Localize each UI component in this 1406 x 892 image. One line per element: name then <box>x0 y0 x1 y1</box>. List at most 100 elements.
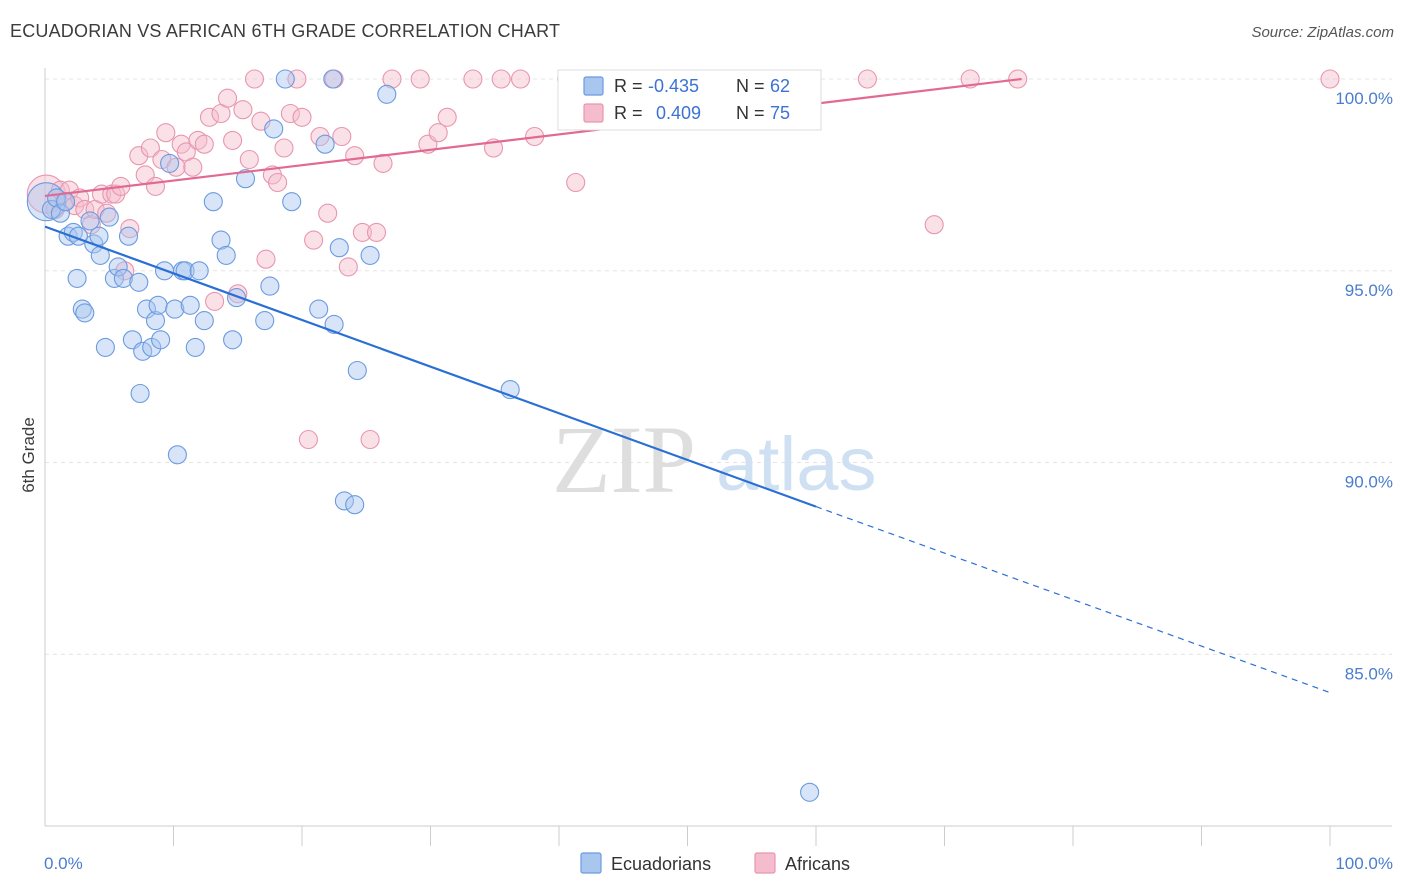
african-point[interactable] <box>129 146 149 166</box>
ecuadorian-point[interactable] <box>189 261 209 281</box>
african-point[interactable] <box>292 107 312 127</box>
ecuadorian-point[interactable] <box>165 299 185 319</box>
ecuadorian-point[interactable] <box>145 311 166 331</box>
ecuadorian-point[interactable] <box>255 311 275 331</box>
ecuadorian-point[interactable] <box>167 445 187 465</box>
ecuadorian-point[interactable] <box>95 337 115 357</box>
ecuadorian-point[interactable] <box>130 383 150 404</box>
african-point[interactable] <box>280 103 300 124</box>
ecuadorian-point[interactable] <box>264 119 284 139</box>
ecuadorian-point[interactable] <box>80 211 100 231</box>
ecuadorian-point[interactable] <box>89 226 109 246</box>
ecuadorian-trend-extension <box>815 506 1331 694</box>
ecuadorian-point[interactable] <box>75 303 95 323</box>
ecuadorian-point[interactable] <box>226 288 247 308</box>
ecuadorian-point[interactable] <box>377 84 397 104</box>
legend-n-label-0: N = <box>736 76 765 96</box>
african-point[interactable] <box>491 69 511 89</box>
african-point[interactable] <box>352 222 372 242</box>
ecuadorian-point[interactable] <box>360 245 380 265</box>
ecuadorian-point[interactable] <box>160 153 180 173</box>
african-point[interactable] <box>140 138 160 158</box>
chart-title: ECUADORIAN VS AFRICAN 6TH GRADE CORRELAT… <box>10 21 561 41</box>
african-point[interactable] <box>223 130 243 150</box>
y-axis-title: 6th Grade <box>19 417 38 493</box>
legend-n-label-1: N = <box>736 103 765 123</box>
african-trend-line <box>44 77 1022 198</box>
african-point[interactable] <box>145 176 166 196</box>
african-point[interactable] <box>410 69 430 89</box>
african-point[interactable] <box>304 230 324 250</box>
african-point[interactable] <box>287 69 307 89</box>
ecuadorian-point[interactable] <box>282 192 302 212</box>
ecuadorian-point[interactable] <box>129 272 149 292</box>
african-point[interactable] <box>566 172 586 193</box>
legend-r-label-1: R = <box>614 103 643 123</box>
ecuadorian-point[interactable] <box>315 134 335 154</box>
african-point[interactable] <box>360 429 380 450</box>
african-point[interactable] <box>217 88 238 108</box>
african-point[interactable] <box>156 123 176 143</box>
ecuadorian-point[interactable] <box>223 330 243 350</box>
ecuadorian-point[interactable] <box>56 192 76 212</box>
trend-lines <box>44 77 1331 694</box>
ecuadorian-point[interactable] <box>99 207 119 227</box>
african-point[interactable] <box>239 149 259 170</box>
ecuadorian-point[interactable] <box>185 337 205 357</box>
ecuadorian-point[interactable] <box>800 782 820 802</box>
african-point[interactable] <box>428 123 448 143</box>
ecuadorian-point[interactable] <box>113 268 133 288</box>
ecuadorian-point[interactable] <box>235 169 256 189</box>
african-point[interactable] <box>318 203 338 223</box>
legend-r-label-0: R = <box>614 76 643 96</box>
series-legend-label-africans[interactable]: Africans <box>785 854 850 874</box>
ecuadorian-point[interactable] <box>50 203 70 223</box>
african-point[interactable] <box>244 69 265 89</box>
series-legend-swatch-africans[interactable] <box>754 852 776 874</box>
african-point[interactable] <box>437 107 457 127</box>
ecuadorian-point[interactable] <box>211 230 231 250</box>
african-point[interactable] <box>1320 69 1340 89</box>
series-legend-swatch-ecuadorians[interactable] <box>580 852 602 874</box>
ecuadorian-point[interactable] <box>63 222 83 242</box>
african-point[interactable] <box>194 134 214 154</box>
chart-source: Source: ZipAtlas.com <box>1251 24 1394 41</box>
ecuadorian-point[interactable] <box>334 491 354 511</box>
african-point[interactable] <box>463 69 483 89</box>
ecuadorian-point[interactable] <box>329 238 349 258</box>
ecuadorian-point[interactable] <box>108 257 128 277</box>
ecuadorian-point[interactable] <box>180 295 200 315</box>
african-point[interactable] <box>205 291 225 311</box>
african-point[interactable] <box>924 215 944 235</box>
african-point[interactable] <box>268 172 288 193</box>
african-point[interactable] <box>338 257 358 277</box>
african-point[interactable] <box>199 107 220 127</box>
ecuadorian-point[interactable] <box>260 276 280 296</box>
ecuadorian-point[interactable] <box>151 330 171 350</box>
ecuadorian-point[interactable] <box>67 268 87 288</box>
african-point[interactable] <box>298 429 318 450</box>
african-point[interactable] <box>332 126 352 147</box>
african-point[interactable] <box>233 100 253 120</box>
ecuadorian-point[interactable] <box>203 192 223 212</box>
ecuadorian-point[interactable] <box>216 245 236 265</box>
ecuadorian-point[interactable] <box>347 360 367 381</box>
african-point[interactable] <box>366 222 387 242</box>
african-point[interactable] <box>857 69 877 89</box>
ecuadorian-point[interactable] <box>309 299 329 319</box>
african-point[interactable] <box>120 219 140 239</box>
ecuadorian-point[interactable] <box>148 295 168 315</box>
african-point[interactable] <box>960 69 980 89</box>
african-point[interactable] <box>510 69 531 89</box>
ecuadorian-point[interactable] <box>194 311 214 331</box>
ecuadorian-point[interactable] <box>345 495 365 515</box>
african-point[interactable] <box>256 249 276 269</box>
ecuadorian-point[interactable] <box>323 69 343 89</box>
african-point[interactable] <box>382 69 402 89</box>
african-point[interactable] <box>345 146 365 166</box>
african-point[interactable] <box>274 138 294 158</box>
ecuadorian-point[interactable] <box>275 69 295 89</box>
series-legend-label-ecuadorians[interactable]: Ecuadorians <box>611 854 711 874</box>
ecuadorian-point[interactable] <box>118 226 139 246</box>
african-point[interactable] <box>183 157 203 177</box>
